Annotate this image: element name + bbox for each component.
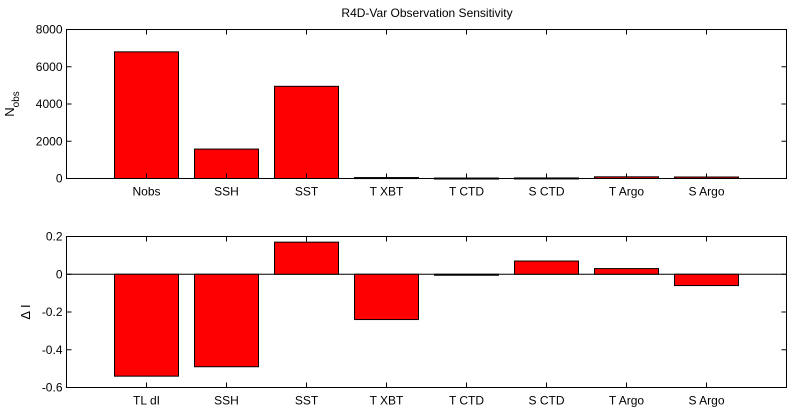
bar-nobs <box>114 51 179 179</box>
y-tick-label: 6000 <box>36 60 63 74</box>
panel-observation-counts: R4D-Var Observation Sensitivity Nobs 0 20… <box>2 6 787 199</box>
y-axis-label: Δ I <box>18 304 33 319</box>
y-tick-label: -0.2 <box>42 305 63 319</box>
plot-frame <box>66 236 787 388</box>
x-tick-label: T Argo <box>609 394 644 408</box>
y-axis: 0 2000 4000 6000 8000 <box>36 23 787 186</box>
y-axis-label-main: N <box>2 107 17 116</box>
chart-title: R4D-Var Observation Sensitivity <box>341 6 512 20</box>
x-tick-label: T CTD <box>449 394 484 408</box>
bar-tl-di <box>114 273 179 377</box>
x-tick-label: T Argo <box>609 185 644 199</box>
x-tick-label: Nobs <box>132 185 160 199</box>
bar-ssh <box>194 273 259 368</box>
bars <box>114 51 739 180</box>
y-tick-label: 0 <box>56 267 63 281</box>
y-tick-label: -0.6 <box>42 381 63 395</box>
x-tick-label: SST <box>295 185 319 199</box>
bar-sst <box>274 241 339 275</box>
x-tick-label: T CTD <box>449 185 484 199</box>
y-tick-label: -0.4 <box>42 343 63 357</box>
bar-sst <box>274 85 339 179</box>
bar-s-argo <box>674 273 739 287</box>
x-axis: Nobs SSH SST T XBT T CTD S CTD T Argo S Argo <box>132 29 725 199</box>
y-tick-label: 2000 <box>36 134 63 148</box>
x-tick-label: S Argo <box>688 394 724 408</box>
y-tick-label: 8000 <box>36 23 63 37</box>
x-tick-label: T XBT <box>370 394 404 408</box>
x-axis: TL dI SSH SST T XBT T CTD S CTD T Argo S Argo <box>133 236 725 408</box>
y-axis-label: Nobs <box>2 91 22 117</box>
bar-s-ctd <box>514 260 579 275</box>
y-tick-label: 4000 <box>36 97 63 111</box>
y-tick-label: 0 <box>56 172 63 186</box>
x-tick-label: S CTD <box>529 394 565 408</box>
y-tick-label: 0.2 <box>46 230 63 244</box>
x-tick-label: SSH <box>214 185 239 199</box>
x-tick-label: SST <box>295 394 319 408</box>
x-tick-label: S Argo <box>688 185 724 199</box>
y-axis-label-subscript: obs <box>11 91 22 107</box>
bar-t-argo <box>594 268 659 275</box>
panel-sensitivity: Δ I -0.6 -0.4 -0.2 0 0.2 TL dI SSH SST T XBT T C… <box>18 230 787 408</box>
bar-t-ctd <box>434 273 499 276</box>
plot-frame <box>66 29 787 179</box>
x-tick-label: TL dI <box>133 394 160 408</box>
bar-t-xbt <box>354 273 419 321</box>
x-tick-label: SSH <box>214 394 239 408</box>
x-tick-label: S CTD <box>529 185 565 199</box>
x-tick-label: T XBT <box>370 185 404 199</box>
bars <box>114 241 739 377</box>
